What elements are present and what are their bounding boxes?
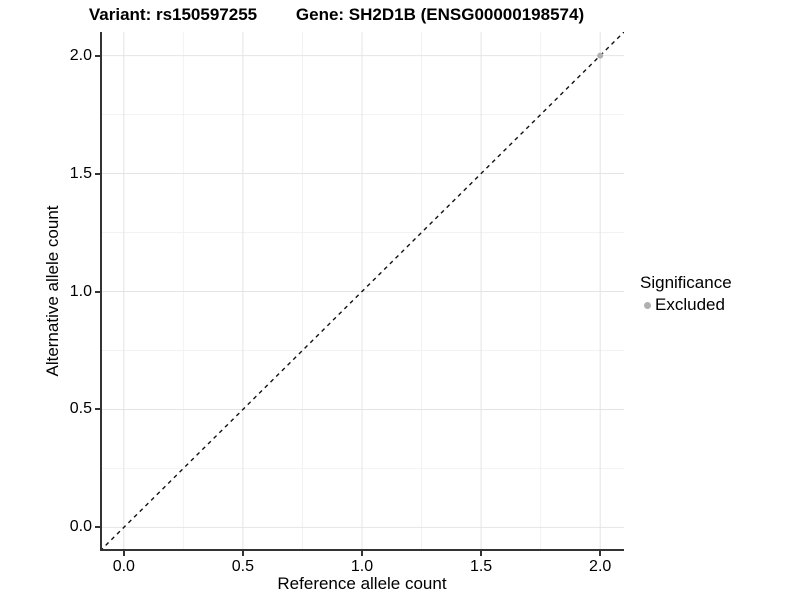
x-tick-mark bbox=[361, 551, 363, 556]
excluded-point-icon bbox=[644, 301, 651, 309]
y-tick-label: 1.5 bbox=[69, 164, 92, 182]
y-tick-mark bbox=[95, 172, 100, 175]
gene-title: Gene: SH2D1B (ENSG00000198574) bbox=[295, 5, 585, 24]
x-tick-label: 0.0 bbox=[112, 558, 135, 575]
legend-title: Significance bbox=[640, 273, 732, 292]
y-tick-mark bbox=[95, 526, 100, 529]
variant-title: Variant: rs150597255 bbox=[88, 5, 258, 24]
x-tick-mark bbox=[599, 551, 602, 556]
y-tick-mark bbox=[95, 408, 100, 411]
y-tick-label: 0.0 bbox=[69, 518, 92, 536]
x-tick-mark bbox=[480, 551, 483, 556]
y-tick-label: 0.5 bbox=[69, 400, 92, 418]
y-tick-label: 1.0 bbox=[69, 282, 92, 300]
identity-dashed-line bbox=[100, 32, 624, 551]
plot-panel bbox=[100, 32, 624, 551]
x-axis-title: Reference allele count bbox=[277, 574, 447, 593]
x-tick-label: 2.0 bbox=[589, 558, 612, 575]
plot-canvas bbox=[100, 32, 624, 551]
y-tick-mark bbox=[95, 290, 100, 293]
data-point-excluded bbox=[597, 52, 604, 59]
y-tick-label: 2.0 bbox=[69, 46, 92, 64]
y-tick-mark bbox=[95, 54, 100, 57]
x-tick-label: 1.5 bbox=[469, 558, 493, 575]
legend-item-label: Excluded bbox=[655, 295, 725, 314]
legend-item-excluded: Excluded bbox=[640, 295, 732, 315]
x-tick-label: 1.0 bbox=[350, 558, 374, 575]
legend: Significance Excluded bbox=[640, 273, 732, 315]
x-tick-label: 0.5 bbox=[231, 558, 255, 575]
x-tick-mark bbox=[122, 551, 125, 556]
x-tick-mark bbox=[241, 551, 244, 556]
